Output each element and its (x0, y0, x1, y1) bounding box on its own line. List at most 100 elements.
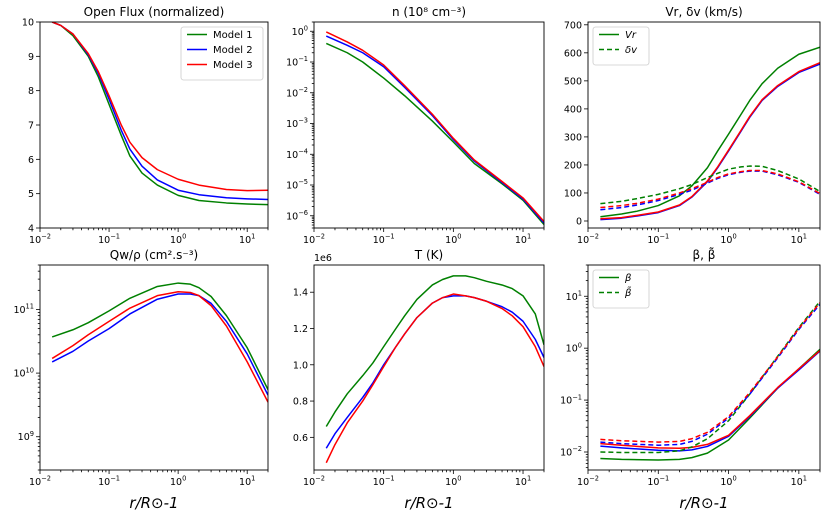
x-tick-label-base: 10 (303, 235, 315, 246)
x-tick-label: 100 (170, 233, 186, 246)
x-tick-label-base: 10 (373, 235, 385, 246)
x-tick-label-exp: 1 (803, 475, 807, 483)
series-group (51, 22, 268, 206)
y-tick-label-exp: −2 (572, 445, 582, 453)
subplot-3: 10−2 10−1 100 1010100200300400500600700Vr, … (564, 5, 821, 246)
x-tick-label-base: 10 (445, 235, 457, 246)
y-tick-label-base: 10 (292, 27, 304, 38)
y-tick-label: 1010 (13, 366, 34, 379)
x-tick-label-exp: −1 (385, 475, 395, 483)
series-line--model-2 (600, 303, 820, 446)
x-tick-label-exp: 0 (457, 233, 461, 241)
y-tick-label-exp: −4 (298, 147, 308, 155)
series-line-model-2 (325, 295, 544, 449)
series-line--v-model-1 (600, 165, 820, 205)
x-tick-label-base: 10 (98, 477, 110, 488)
legend: ββ̃ (592, 269, 650, 309)
series-line-model-1 (51, 22, 268, 206)
series-line-model-2 (51, 293, 268, 396)
x-tick-label: 10−2 (303, 475, 325, 488)
y-tick-label-base: 10 (286, 181, 298, 192)
x-tick-label-base: 10 (303, 477, 315, 488)
y-tick-label-base: 10 (566, 292, 578, 303)
series-line-model-1 (325, 42, 544, 225)
x-tick-label-base: 10 (170, 477, 182, 488)
y-tick-label: 10−4 (286, 147, 308, 160)
legend-label: Model 3 (213, 60, 253, 71)
y-tick-label-base: 10 (13, 369, 25, 380)
series-line--model-3 (600, 349, 820, 450)
x-tick-label: 10−2 (303, 233, 325, 246)
series-line-model-3 (325, 31, 544, 223)
series-line-model-1 (325, 275, 544, 427)
y-tick-label: 4 (28, 224, 34, 235)
y-tick-label: 700 (564, 20, 582, 31)
x-axis-label: r/R⊙-1 (129, 494, 178, 512)
y-tick-label-base: 10 (286, 211, 298, 222)
series-line-vr-model-3 (600, 61, 820, 220)
x-tick-label-base: 10 (720, 235, 732, 246)
y-tick-label: 101 (566, 289, 582, 302)
y-tick-label: 10−6 (286, 209, 308, 222)
y-tick-label: 100 (292, 24, 308, 37)
y-tick-label: 500 (564, 76, 582, 87)
legend-label: Model 1 (213, 30, 253, 41)
x-tick-label: 10−1 (647, 475, 669, 488)
series-line-model-3 (51, 290, 268, 403)
axes-frame (587, 21, 821, 229)
x-tick-label-base: 10 (515, 477, 527, 488)
x-axis-label: r/R⊙-1 (404, 494, 453, 512)
y-tick-label: 1.2 (293, 324, 308, 335)
x-axis-label: r/R⊙-1 (679, 494, 728, 512)
x-tick-label: 10−1 (373, 233, 395, 246)
x-tick-label-exp: −1 (385, 233, 395, 241)
y-tick-label: 6 (28, 155, 34, 166)
y-tick-label-base: 10 (286, 119, 298, 130)
x-tick-label-exp: 1 (527, 233, 531, 241)
y-tick-label: 109 (18, 430, 34, 443)
series-group (325, 31, 544, 225)
legend-box (180, 26, 264, 81)
x-tick-label-exp: 1 (803, 233, 807, 241)
series-line--model-3 (600, 302, 820, 443)
y-tick-label: 100 (566, 341, 582, 354)
y-tick-label-base: 10 (286, 88, 298, 99)
y-tick-label-base: 10 (286, 58, 298, 69)
y-tick-label: 1.0 (293, 360, 308, 371)
y-tick-label: 1.4 (293, 288, 308, 299)
x-tick-label-base: 10 (170, 235, 182, 246)
x-tick-label: 10−2 (577, 475, 599, 488)
x-tick-label: 10−2 (29, 475, 51, 488)
series-line-model-3 (325, 293, 544, 464)
series-line-model-3 (51, 22, 268, 192)
y-tick-label-exp: −1 (298, 55, 308, 63)
y-tick-label-base: 10 (286, 150, 298, 161)
y-tick-label-exp: −3 (298, 117, 308, 125)
x-tick-label-exp: −2 (315, 475, 325, 483)
y-tick-label: 300 (564, 132, 582, 143)
x-tick-label: 10−1 (373, 475, 395, 488)
x-tick-label-base: 10 (98, 235, 110, 246)
y-tick-label-exp: −1 (572, 393, 582, 401)
x-tick-label-base: 10 (720, 477, 732, 488)
legend-label: β (624, 273, 632, 284)
y-tick-label: 600 (564, 48, 582, 59)
x-tick-label-exp: 1 (251, 233, 255, 241)
y-tick-label-exp: 9 (30, 430, 34, 438)
legend-label: Vr (625, 30, 637, 41)
x-tick-label: 100 (720, 475, 736, 488)
axes-frame (313, 264, 545, 471)
y-tick-label: 1011 (13, 303, 34, 316)
x-tick-label: 100 (445, 233, 461, 246)
series-line-vr-model-1 (600, 46, 820, 218)
series-line-model-1 (51, 282, 268, 390)
x-tick-label-exp: 0 (457, 475, 461, 483)
series-group (51, 282, 268, 403)
x-tick-label-exp: −2 (315, 233, 325, 241)
x-tick-label-exp: −2 (41, 233, 51, 241)
x-tick-label: 101 (791, 233, 807, 246)
x-tick-label-exp: 0 (182, 475, 186, 483)
x-tick-label: 101 (239, 475, 255, 488)
x-tick-label-exp: 1 (251, 475, 255, 483)
y-tick-label-exp: 11 (26, 303, 34, 311)
